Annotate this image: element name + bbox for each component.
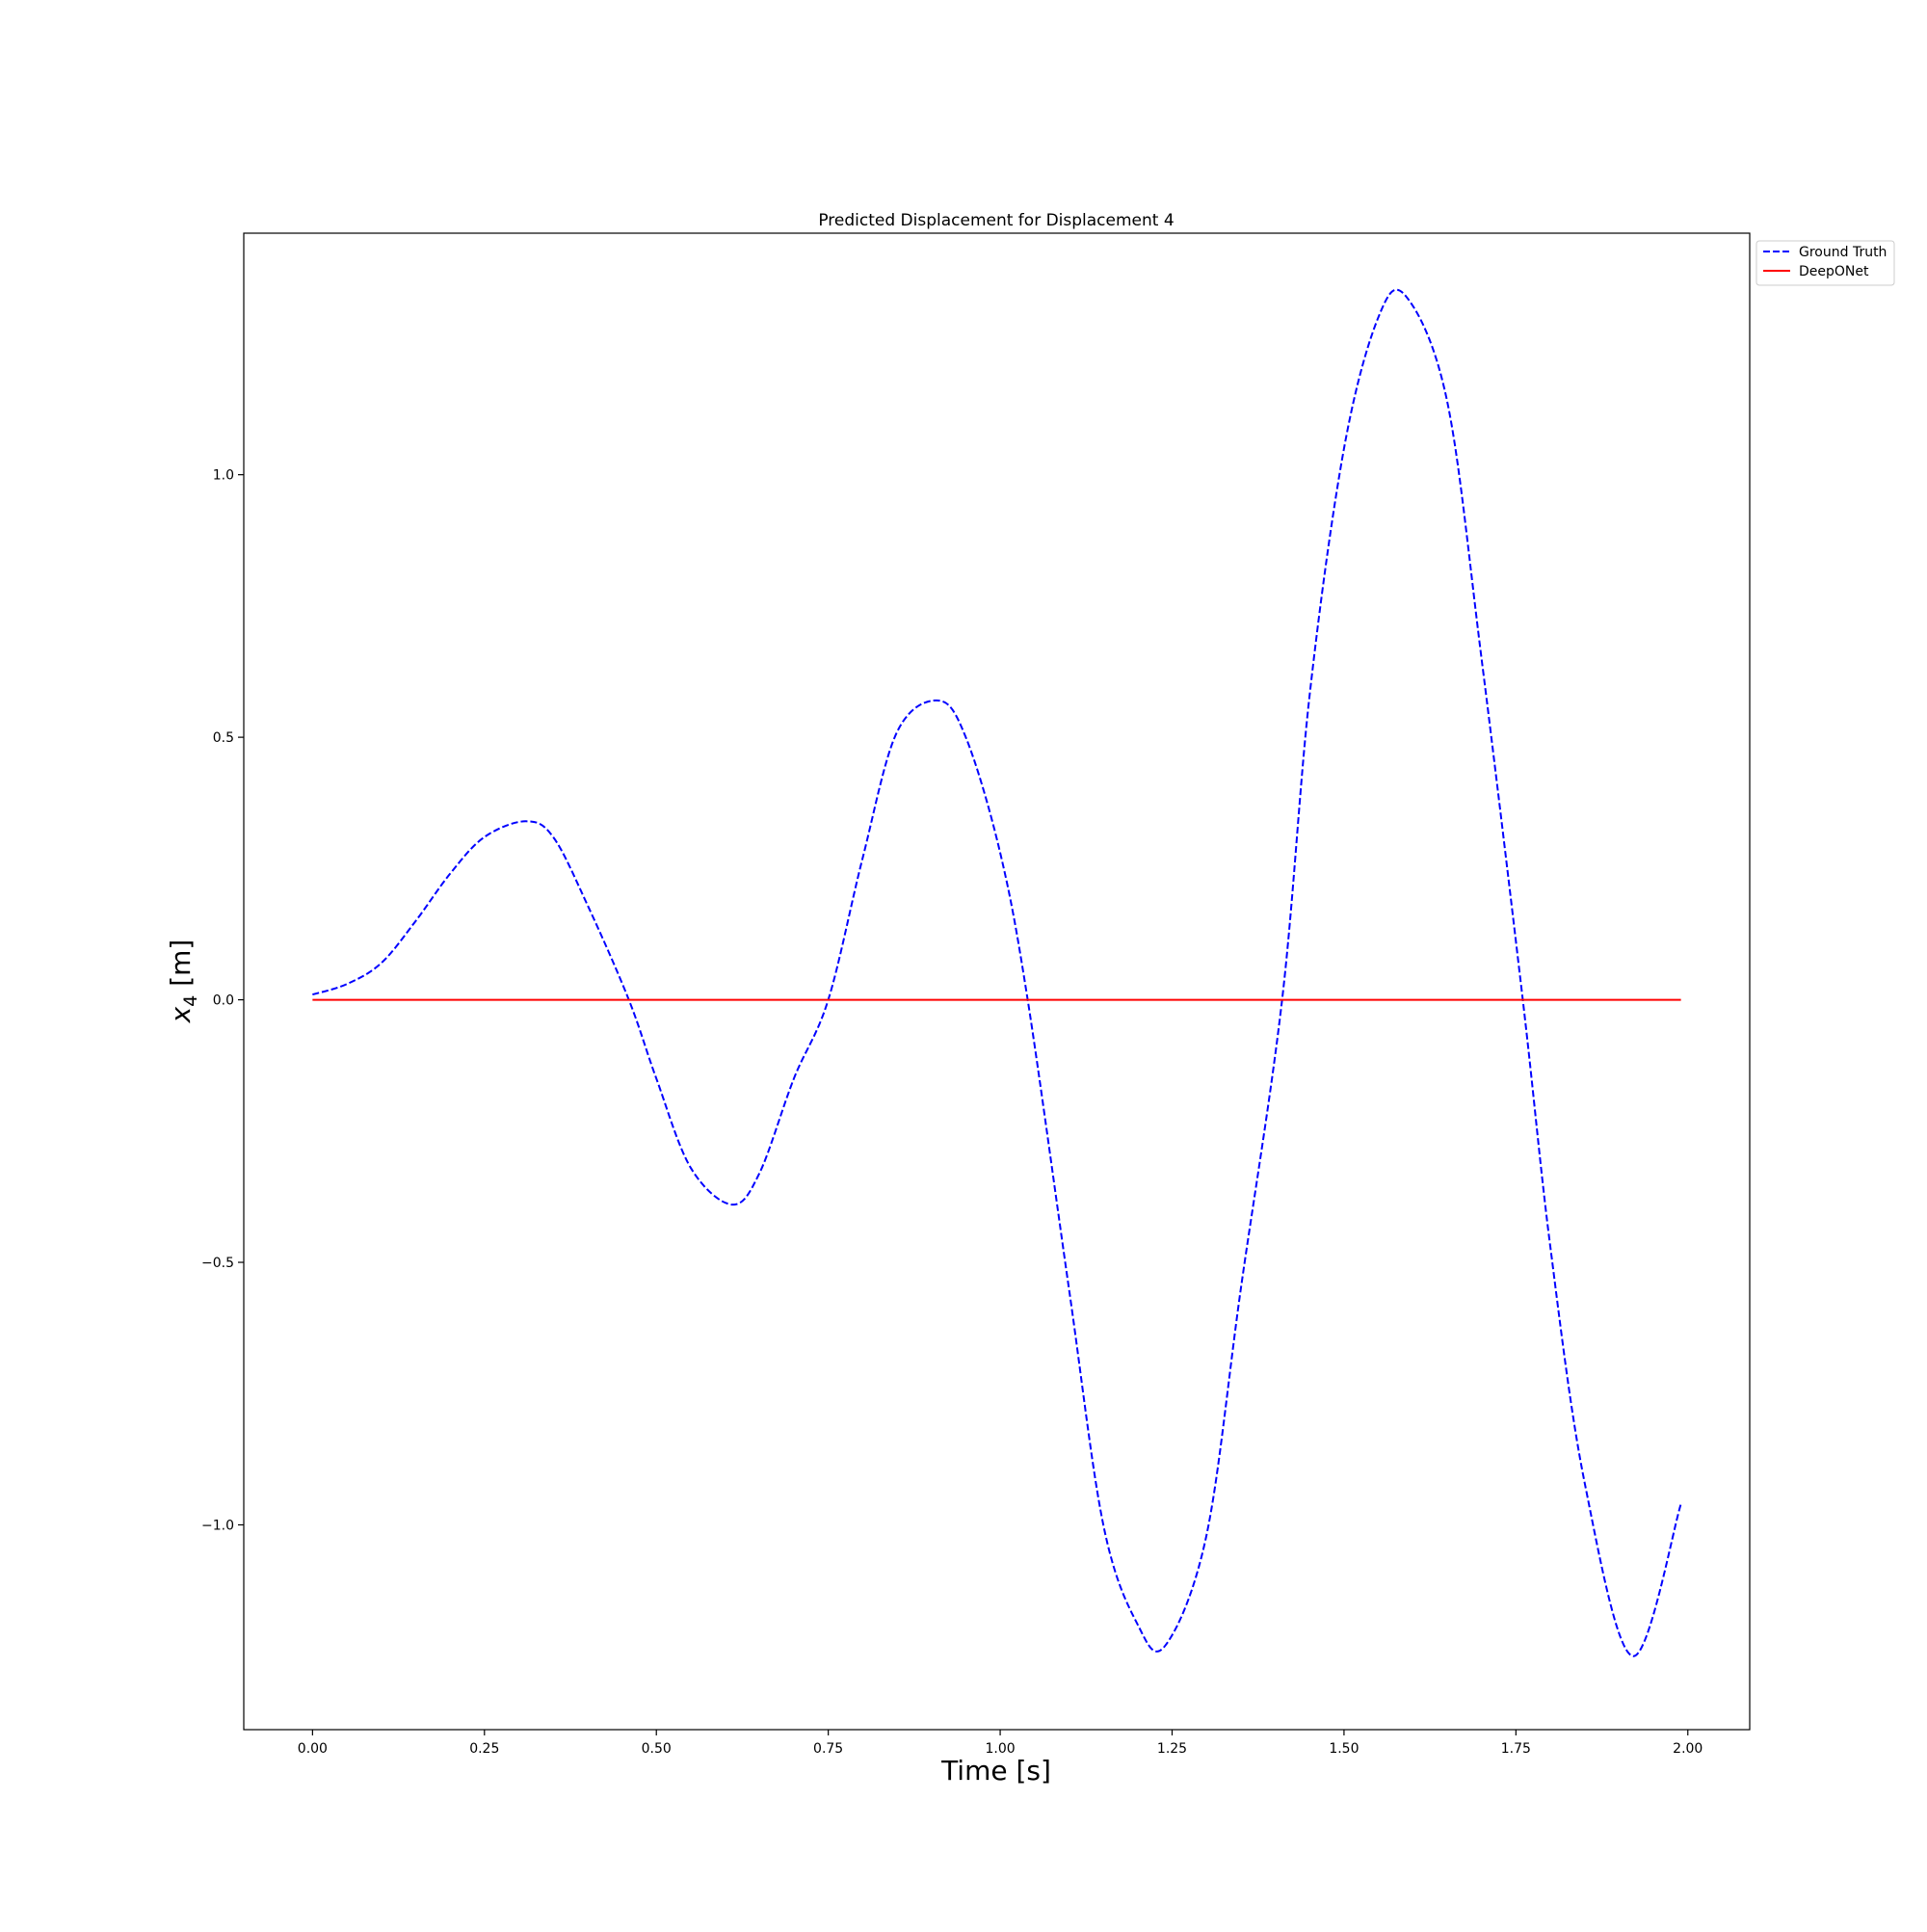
plot-area bbox=[312, 288, 1682, 1657]
y-tick-label: −0.5 bbox=[201, 1256, 234, 1271]
legend-label-ground-truth: Ground Truth bbox=[1799, 245, 1887, 260]
y-axis-label: x4 [m] bbox=[165, 940, 201, 1024]
legend: Ground Truth DeepONet bbox=[1755, 240, 1895, 286]
y-axis-label-subscript: 4 bbox=[180, 995, 201, 1007]
y-axis-label-base: x bbox=[165, 1006, 197, 1023]
y-axis-label-unit: [m] bbox=[165, 940, 197, 995]
y-tick-label: 1.0 bbox=[213, 468, 234, 484]
y-tick-label: −1.0 bbox=[201, 1518, 234, 1533]
x-tick-label: 1.75 bbox=[1501, 1741, 1531, 1757]
y-tick-label: 0.5 bbox=[213, 730, 234, 746]
legend-label-deeponet: DeepONet bbox=[1799, 264, 1869, 279]
x-tick-label: 0.75 bbox=[813, 1741, 843, 1757]
x-tick-label: 0.25 bbox=[469, 1741, 499, 1757]
y-axis: −1.0 −0.5 0.0 0.5 1.0 bbox=[201, 468, 244, 1533]
x-axis-label: Time [s] bbox=[940, 1755, 1051, 1786]
y-tick-label: 0.0 bbox=[213, 993, 234, 1009]
chart-title: Predicted Displacement for Displacement … bbox=[818, 211, 1174, 230]
series-line-ground-truth bbox=[312, 288, 1682, 1657]
x-tick-label: 2.00 bbox=[1673, 1741, 1703, 1757]
plot-frame bbox=[243, 232, 1751, 1731]
x-axis: 0.00 0.25 0.50 0.75 1.00 1.25 1.50 1.75 2.00 bbox=[298, 1730, 1703, 1757]
x-tick-label: 1.00 bbox=[985, 1741, 1015, 1757]
x-tick-label: 0.50 bbox=[642, 1741, 672, 1757]
x-tick-label: 0.00 bbox=[298, 1741, 328, 1757]
x-tick-label: 1.25 bbox=[1157, 1741, 1187, 1757]
legend-frame bbox=[1755, 240, 1895, 286]
x-tick-label: 1.50 bbox=[1329, 1741, 1359, 1757]
